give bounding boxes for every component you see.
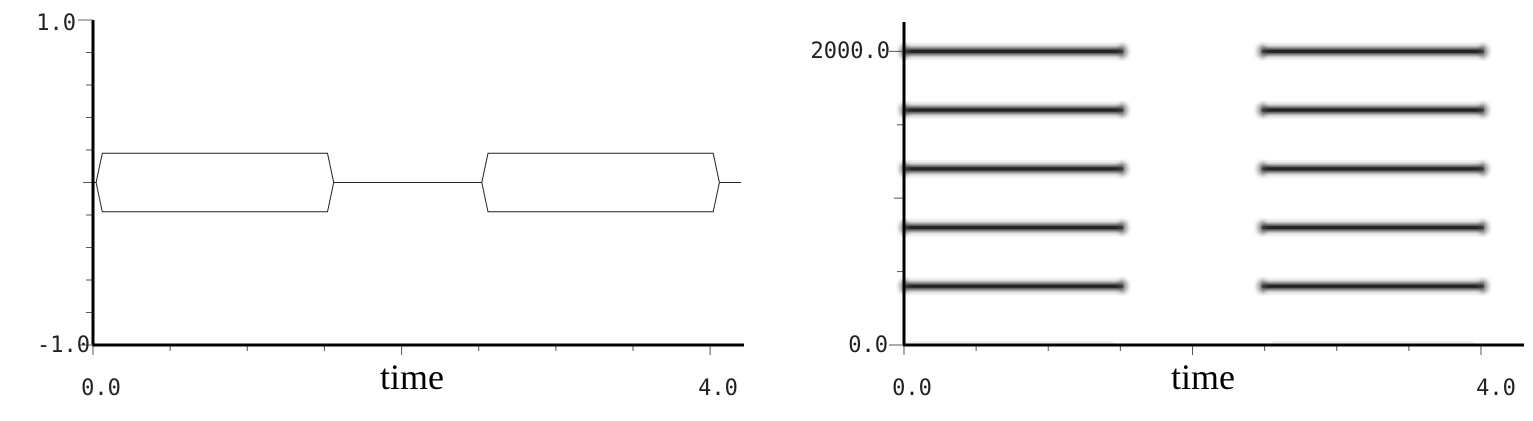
band-center [1261,49,1484,53]
spectrogram-bands [899,42,1489,344]
band-cap [1256,161,1267,176]
spectrogram-x-tick-start: 0.0 [892,376,932,401]
band-cap [1256,279,1267,294]
waveform-minor-ticks [83,52,711,355]
band-cap [1256,44,1267,59]
band-center [1261,226,1484,230]
spectrogram-y-tick-min: 0.0 [848,333,888,358]
waveform-envelope [93,152,741,213]
band-cap [1478,44,1489,59]
waveform-x-tick-end: 4.0 [698,376,738,401]
spectrogram-band [1256,101,1489,120]
spectrogram-band [899,277,1129,296]
band-center [1261,284,1484,288]
band-center [904,167,1124,171]
spectrogram-x-tick-end: 4.0 [1476,376,1516,401]
band-cap [1118,103,1129,118]
band-cap [1118,161,1129,176]
spectrogram-band [1256,218,1489,237]
band-cap [1478,220,1489,235]
spectrogram-band [899,159,1129,178]
band-cap [1118,44,1129,59]
spectrogram-band [899,101,1129,120]
spectrogram-band [1256,42,1489,61]
spectrogram-band [899,218,1129,237]
waveform-x-tick-start: 0.0 [81,376,121,401]
band-cap [1256,103,1267,118]
band-cap [1256,220,1267,235]
spectrogram-x-axis-title: time [1171,357,1235,397]
spectrogram-band [1256,159,1489,178]
band-center [1261,108,1484,112]
band-cap [1118,220,1129,235]
spectrogram-band [1256,277,1489,296]
band-cap [1478,103,1489,118]
spectrogram-minor-ticks [889,50,1482,355]
spectrogram-y-tick-max: 2000.0 [811,39,890,64]
spectrogram-faint-band [904,341,1114,344]
spectrogram-faint-band [1271,341,1474,344]
spectrogram-band [899,42,1129,61]
band-center [904,108,1124,112]
waveform-x-axis-title: time [380,357,444,397]
band-cap [1478,161,1489,176]
band-cap [1118,279,1129,294]
waveform-panel: 1.0 -1.0 0.0 4.0 time [36,11,744,401]
band-center [904,226,1124,230]
waveform-y-tick-min: -1.0 [37,333,90,358]
band-center [1261,167,1484,171]
band-center [904,49,1124,53]
spectrogram-panel: 2000.0 0.0 0.0 4.0 time [811,22,1524,401]
band-center [904,284,1124,288]
band-cap [1478,279,1489,294]
waveform-y-tick-max: 1.0 [36,11,76,36]
